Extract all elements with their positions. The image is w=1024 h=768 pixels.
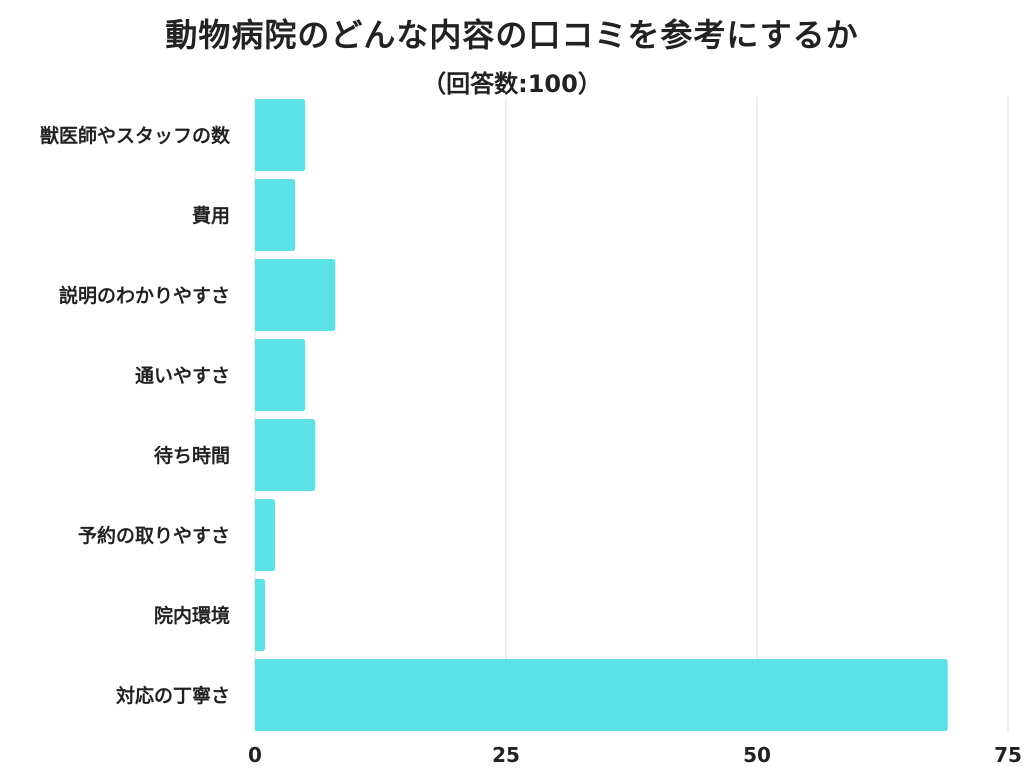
bar-layer xyxy=(255,99,948,731)
category-label: 費用 xyxy=(192,204,230,227)
x-tick-label: 25 xyxy=(492,743,520,767)
category-label-layer: 獣医師やスタッフの数費用説明のわかりやすさ通いやすさ待ち時間予約の取りやすさ院内… xyxy=(40,124,231,707)
bar xyxy=(255,419,316,491)
bar xyxy=(255,499,276,571)
category-label: 院内環境 xyxy=(154,604,230,627)
x-tick-label: 75 xyxy=(994,743,1022,767)
bar xyxy=(255,579,266,651)
bar xyxy=(255,179,296,251)
category-label: 獣医師やスタッフの数 xyxy=(40,124,231,147)
category-label: 通いやすさ xyxy=(135,365,230,387)
x-tick-label: 50 xyxy=(743,743,771,767)
bar xyxy=(255,99,306,171)
bar xyxy=(255,659,948,731)
x-tick-layer: 0 25 50 75 xyxy=(248,743,1022,767)
bar xyxy=(255,259,336,331)
category-label: 説明のわかりやすさ xyxy=(59,284,230,307)
chart-subtitle: （回答数:100） xyxy=(422,70,602,98)
grid-layer xyxy=(254,97,1009,731)
chart-title: 動物病院のどんな内容の口コミを参考にするか xyxy=(165,16,859,54)
bar xyxy=(255,339,306,411)
x-tick-label: 0 xyxy=(248,743,262,767)
category-label: 対応の丁寧さ xyxy=(115,684,230,707)
category-label: 待ち時間 xyxy=(154,444,230,467)
category-label: 予約の取りやすさ xyxy=(78,524,230,547)
